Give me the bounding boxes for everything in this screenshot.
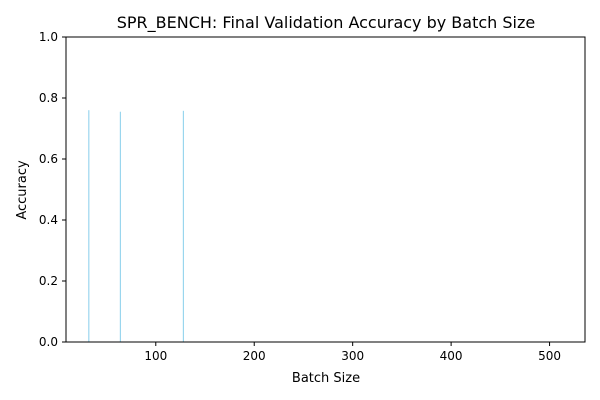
x-axis-ticks: 100 200 300 400 500	[144, 342, 561, 363]
y-tick-label: 0.0	[39, 335, 58, 349]
bar-batch-128	[182, 110, 184, 342]
y-tick-label: 0.8	[39, 91, 58, 105]
x-tick-label: 200	[243, 349, 266, 363]
y-axis-label: Accuracy	[15, 160, 30, 220]
y-tick-label: 0.6	[39, 152, 58, 166]
bar-batch-32	[88, 110, 90, 342]
y-axis-ticks: 0.0 0.2 0.4 0.6 0.8 1.0	[39, 30, 66, 349]
x-tick-label: 400	[440, 349, 463, 363]
x-tick-label: 100	[144, 349, 167, 363]
bar-batch-64	[119, 111, 121, 342]
y-tick-label: 0.2	[39, 274, 58, 288]
x-tick-label: 300	[341, 349, 364, 363]
bars-group	[88, 110, 184, 342]
plot-frame	[65, 36, 586, 343]
x-axis-label: Batch Size	[292, 371, 360, 386]
x-tick-label: 500	[538, 349, 561, 363]
y-tick-label: 1.0	[39, 30, 58, 44]
y-tick-label: 0.4	[39, 213, 58, 227]
chart-title: SPR_BENCH: Final Validation Accuracy by …	[117, 13, 535, 33]
